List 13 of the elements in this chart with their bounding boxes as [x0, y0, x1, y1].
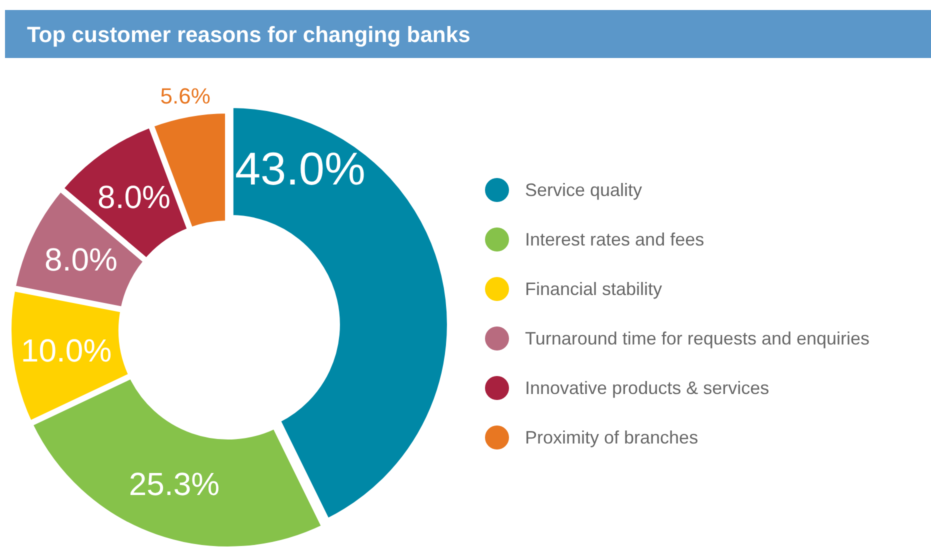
data-label: 5.6%	[160, 83, 210, 108]
legend-label: Financial stability	[525, 279, 662, 299]
chart-title: Top customer reasons for changing banks	[27, 22, 470, 47]
data-label: 25.3%	[128, 466, 220, 502]
data-label: 8.0%	[98, 178, 170, 215]
legend-label: Turnaround time for requests and enquiries	[525, 328, 870, 348]
legend-label: Service quality	[525, 180, 642, 200]
legend-label: Proximity of branches	[525, 428, 698, 448]
data-label: 10.0%	[20, 332, 112, 368]
data-label: 8.0%	[44, 242, 118, 278]
legend-label: Innovative products & services	[525, 378, 770, 398]
data-label: 43.0%	[234, 142, 366, 194]
legend-label: Interest rates and fees	[525, 230, 704, 250]
